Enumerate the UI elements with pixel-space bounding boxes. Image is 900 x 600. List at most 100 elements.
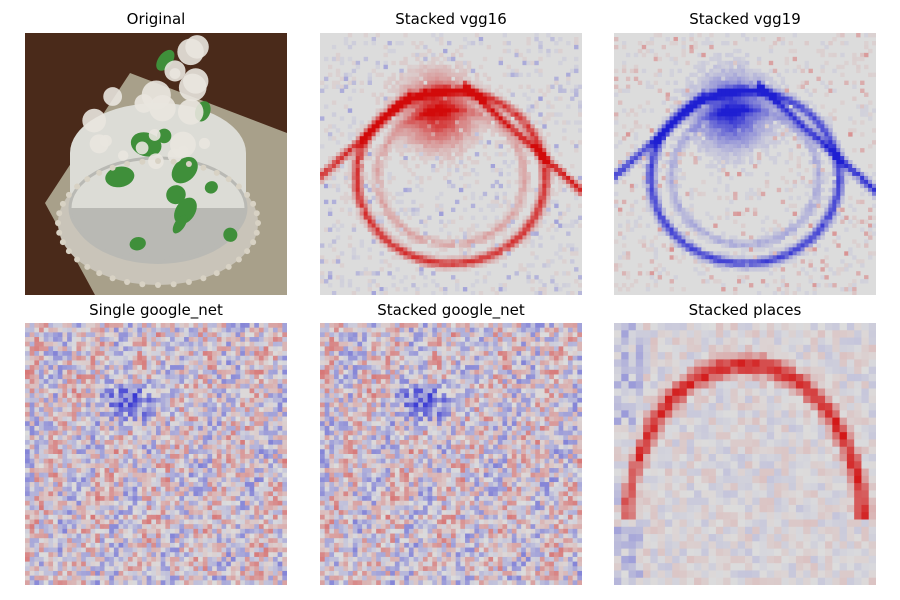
heatmap-cell (852, 239, 857, 244)
heatmap-cell (435, 72, 440, 78)
heatmap-cell (745, 128, 750, 133)
heatmap-cell (146, 374, 152, 380)
heatmap-cell (277, 393, 283, 399)
heatmap-cell (709, 239, 714, 244)
heatmap-cell (502, 96, 507, 101)
heatmap-cell (415, 175, 420, 181)
heatmap-cell (625, 132, 631, 137)
heatmap-cell (85, 341, 91, 347)
heatmap-cell (347, 124, 353, 129)
heatmap-cell (109, 351, 115, 357)
heatmap-cell (25, 355, 31, 361)
heatmap-cell (439, 136, 444, 141)
heatmap-cell (748, 187, 754, 193)
heatmap-cell (347, 44, 353, 50)
heatmap-cell (574, 219, 579, 224)
heatmap-cell (574, 175, 579, 181)
heatmap-cell (127, 341, 134, 347)
heatmap-cell (343, 76, 349, 82)
heatmap-cell (415, 251, 420, 256)
heatmap-cell (202, 332, 208, 338)
heatmap-cell (709, 100, 714, 105)
heatmap-cell (502, 223, 507, 228)
heatmap-cell (184, 379, 190, 385)
heatmap-cell (637, 239, 643, 244)
heatmap-cell (85, 388, 91, 394)
heatmap-cell (383, 116, 388, 121)
heatmap-cell (466, 92, 472, 97)
heatmap-cell (717, 195, 722, 201)
heatmap-cell (498, 108, 504, 113)
heatmap-cell (804, 80, 809, 86)
heatmap-cell (756, 108, 762, 113)
heatmap-cell (62, 365, 68, 371)
heatmap-cell (470, 259, 476, 264)
heatmap-cell (836, 140, 841, 145)
heatmap-cell (836, 144, 841, 149)
heatmap-cell (263, 346, 269, 352)
heatmap-cell (435, 84, 440, 89)
heatmap-cell (99, 374, 105, 380)
heatmap-cell (95, 360, 101, 366)
heatmap-cell (546, 84, 551, 89)
heatmap-cell (614, 179, 619, 185)
heatmap-cell (407, 235, 412, 240)
heatmap-cell (860, 56, 865, 62)
heatmap-cell (872, 128, 876, 133)
heatmap-cell (665, 175, 670, 181)
heatmap-cell (812, 239, 817, 244)
heatmap-cell (649, 199, 655, 205)
heatmap-cell (99, 351, 105, 357)
heatmap-cell (435, 259, 440, 264)
heatmap-cell (665, 247, 670, 252)
heatmap-cell (621, 160, 627, 165)
heatmap-cell (109, 355, 115, 361)
heatmap-cell (836, 164, 841, 169)
heatmap-cell (669, 104, 674, 109)
heatmap-cell (808, 116, 813, 121)
heatmap-cell (522, 56, 527, 62)
heatmap-cell (689, 72, 694, 78)
heatmap-cell (174, 393, 180, 399)
heatmap-cell (713, 72, 718, 78)
heatmap-cell (39, 323, 45, 329)
heatmap-cell (717, 64, 722, 70)
sugar-flower (135, 141, 149, 155)
heatmap-cell (230, 374, 236, 380)
plate-bead (124, 278, 131, 285)
heatmap-cell (816, 219, 821, 224)
heatmap-cell (673, 120, 678, 125)
heatmap-cell (335, 259, 341, 264)
heatmap-cell (681, 152, 686, 157)
heatmap-cell (737, 72, 742, 78)
heatmap-cell (665, 227, 670, 232)
heatmap-cell (796, 116, 801, 121)
heatmap-cell (633, 64, 639, 70)
heatmap-cell (685, 223, 690, 228)
heatmap-cell (530, 104, 535, 109)
heatmap-cell (118, 337, 124, 343)
heatmap-cell (506, 140, 511, 145)
heatmap-cell (411, 156, 416, 161)
heatmap-cell (800, 219, 805, 224)
heatmap-cell (462, 132, 468, 137)
heatmap-cell (816, 175, 821, 181)
heatmap-cell (530, 279, 535, 284)
heatmap-cell (677, 211, 682, 217)
heatmap-cell (490, 199, 496, 205)
heatmap-cell (756, 100, 762, 105)
heatmap-cell (331, 112, 337, 117)
heatmap-cell (458, 160, 464, 165)
heatmap-cell (574, 120, 579, 125)
heatmap-cell (756, 156, 762, 161)
heatmap-cell (542, 263, 547, 268)
heatmap-cell (272, 323, 279, 329)
heatmap-cell (748, 235, 754, 240)
heatmap-cell (207, 360, 213, 366)
heatmap-cell (244, 393, 250, 399)
heatmap-cell (737, 136, 742, 141)
heatmap-cell (657, 227, 663, 232)
heatmap-cell (693, 156, 698, 161)
heatmap-cell (836, 243, 841, 248)
sugar-flower (149, 94, 176, 122)
